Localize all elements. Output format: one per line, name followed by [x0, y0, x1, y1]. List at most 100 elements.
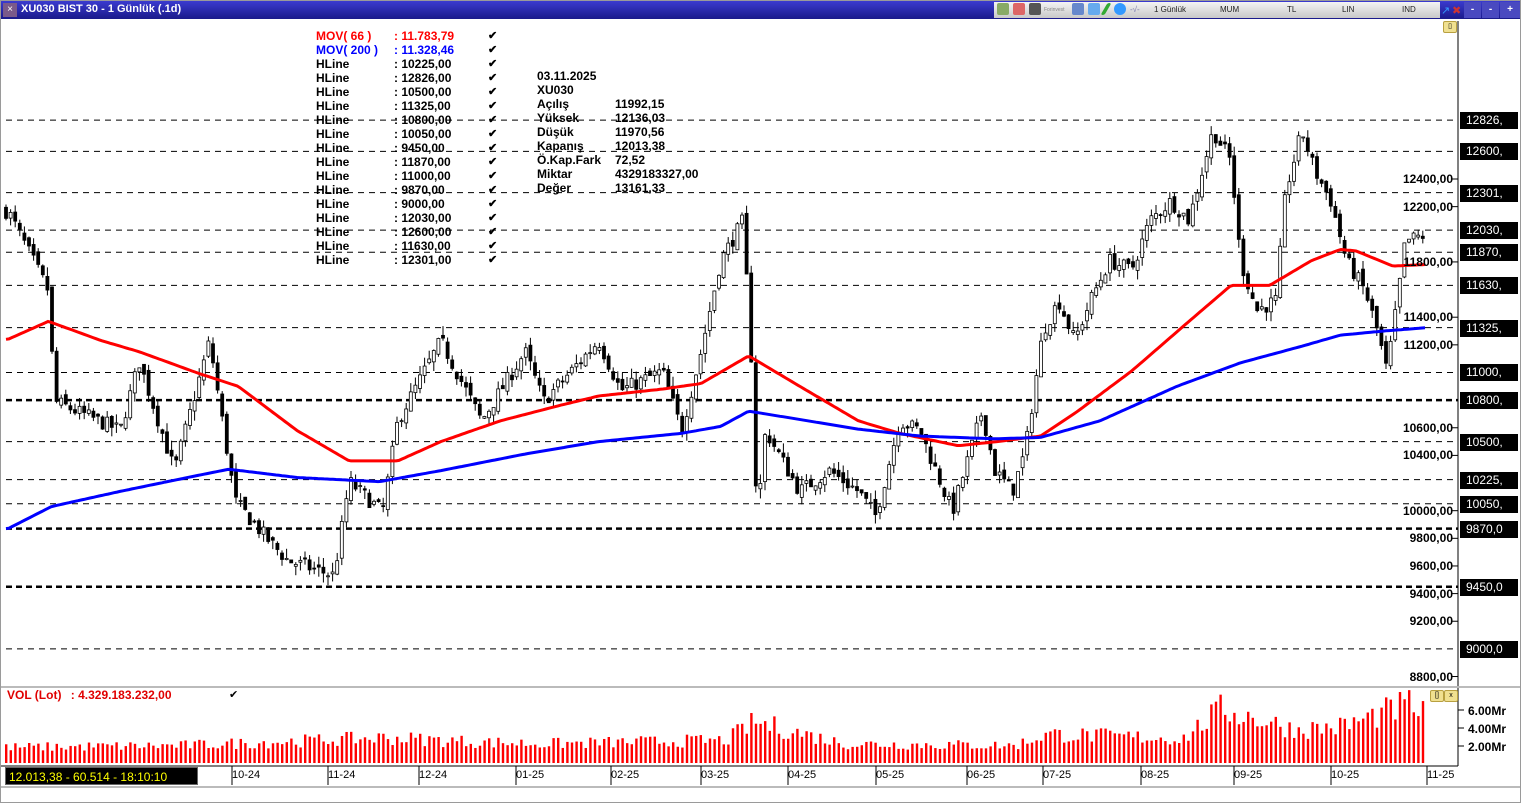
volume-bar — [745, 733, 748, 763]
check-icon[interactable]: ✔ — [488, 184, 498, 196]
volume-bar — [800, 736, 804, 763]
candle-body — [418, 374, 422, 389]
candle-body — [1259, 306, 1264, 310]
volume-bar — [805, 731, 808, 763]
candle-body — [726, 242, 731, 255]
check-icon[interactable]: ✔ — [488, 86, 498, 98]
x-tick-label: 07-25 — [1043, 769, 1072, 781]
check-icon[interactable]: ✔ — [488, 240, 498, 252]
info-label: Açılış — [537, 97, 570, 111]
window-icon[interactable] — [1029, 3, 1041, 15]
volume-bar — [1371, 708, 1374, 763]
check-icon[interactable]: ✔ — [488, 254, 498, 266]
check-icon[interactable]: ✔ — [488, 128, 498, 140]
candle-body — [491, 407, 496, 416]
volume-bar — [883, 746, 886, 763]
volume-check-icon[interactable]: ✔ — [229, 689, 239, 701]
move-icon[interactable] — [1114, 3, 1126, 15]
volume-bar — [129, 742, 132, 763]
volume-bar — [1136, 731, 1139, 763]
volume-bar — [221, 745, 224, 763]
volume-bar — [1260, 726, 1264, 763]
layout-icon[interactable] — [997, 3, 1009, 15]
volume-bar — [1150, 740, 1153, 763]
candle-body — [767, 435, 772, 444]
volume-bar — [106, 744, 109, 763]
volume-bar — [1288, 722, 1291, 763]
check-icon[interactable]: ✔ — [488, 198, 498, 210]
check-icon[interactable]: ✔ — [488, 100, 498, 112]
candle-body — [523, 347, 528, 358]
y-tick-label: 12200,00 — [1402, 199, 1453, 214]
candle-body — [887, 464, 892, 490]
check-icon[interactable]: ✔ — [488, 44, 498, 56]
volume-bar — [690, 736, 693, 763]
grid-icon[interactable] — [1072, 3, 1084, 15]
minimize-all-button[interactable]: - — [1482, 2, 1499, 18]
volume-bar — [143, 747, 146, 763]
volume-bar — [304, 734, 307, 763]
pane-restore-button[interactable]: [] — [1430, 690, 1444, 702]
window-title: XU030 BIST 30 - 1 Günlük (.1d) — [21, 3, 182, 15]
volume-bar — [662, 742, 666, 763]
candle-body — [776, 449, 781, 453]
volume-bar — [529, 745, 532, 763]
volume-bar — [1104, 728, 1107, 763]
candle-body — [1209, 134, 1214, 159]
hline-price-label: 10500, — [1460, 433, 1518, 451]
volume-bar — [248, 748, 252, 763]
volume-bar — [575, 741, 578, 763]
check-icon[interactable]: ✔ — [488, 226, 498, 238]
candle-body — [753, 362, 758, 487]
check-icon[interactable]: ✔ — [488, 30, 498, 42]
candle-body — [1305, 137, 1310, 152]
candle-body — [698, 354, 703, 375]
ohlc-info-box: 03.11.2025 XU030 Açılış 11992,15 Yüksek 121… — [537, 69, 737, 195]
candle-body — [1342, 239, 1347, 254]
candle-body — [882, 487, 887, 508]
palette-icon[interactable] — [1013, 3, 1025, 15]
volume-bar — [934, 748, 937, 763]
chart-icon[interactable] — [1088, 3, 1100, 15]
arrow-icon[interactable]: ↗ — [1441, 5, 1451, 17]
tools-icon[interactable]: ✖ — [1452, 5, 1462, 17]
currency-selector[interactable]: TL — [1287, 5, 1297, 14]
candle-body — [238, 500, 243, 502]
volume-bar — [1021, 738, 1024, 763]
volume-bar — [405, 742, 408, 763]
pane-close-button[interactable]: x — [1444, 690, 1458, 702]
check-icon[interactable]: ✔ — [488, 114, 498, 126]
check-icon[interactable]: ✔ — [488, 170, 498, 182]
minimize-button[interactable]: - — [1464, 2, 1481, 18]
candle-body — [477, 403, 482, 416]
volume-bar — [727, 744, 730, 763]
check-icon[interactable]: ✔ — [488, 142, 498, 154]
close-icon[interactable]: × — [3, 3, 17, 17]
line-tool-icon[interactable]: -√- — [1130, 5, 1140, 14]
volume-bar — [83, 750, 86, 763]
check-icon[interactable]: ✔ — [488, 72, 498, 84]
candle-body — [799, 484, 804, 498]
candle-body — [1315, 156, 1319, 179]
check-icon[interactable]: ✔ — [488, 212, 498, 224]
chart-type-selector[interactable]: MUM — [1220, 5, 1240, 14]
indicators-button[interactable]: IND — [1402, 5, 1416, 14]
volume-bar — [952, 744, 955, 763]
scale-selector[interactable]: LIN — [1342, 5, 1355, 14]
candle-body — [293, 563, 298, 567]
maximize-button[interactable]: + — [1500, 2, 1520, 18]
candle-body — [27, 237, 31, 247]
pane-pin-button[interactable]: ▯ — [1443, 21, 1457, 33]
info-label: Kapanış — [537, 139, 584, 153]
check-icon[interactable]: ✔ — [488, 156, 498, 168]
volume-bar — [511, 743, 514, 763]
candle-body — [1282, 194, 1287, 248]
candle-body — [611, 371, 616, 380]
volume-bar — [1325, 723, 1328, 763]
check-icon[interactable]: ✔ — [488, 58, 498, 70]
x-tick-label: 05-25 — [876, 769, 905, 781]
candle-body — [303, 557, 307, 560]
legend-name: HLine — [316, 127, 350, 141]
period-selector[interactable]: 1 Günlük — [1154, 5, 1187, 14]
